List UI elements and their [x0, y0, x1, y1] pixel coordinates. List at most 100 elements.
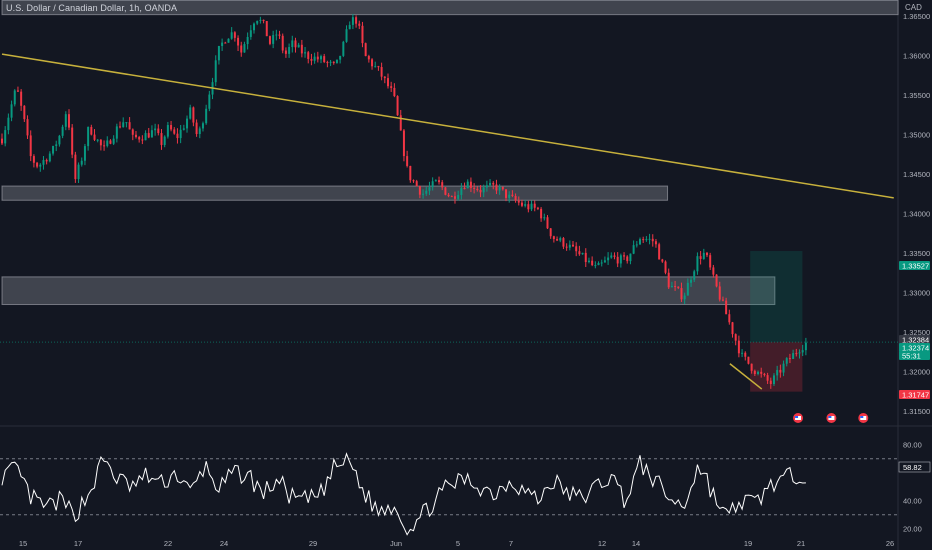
candle-body	[505, 189, 508, 198]
candle-body	[575, 246, 578, 252]
candle-body	[288, 47, 291, 54]
candle-body	[71, 127, 74, 155]
candle-body	[323, 56, 326, 63]
candle-body	[680, 288, 683, 300]
candle-body	[737, 340, 740, 354]
candle-body	[709, 255, 712, 268]
candle-body	[393, 87, 396, 97]
candle-body	[284, 50, 287, 54]
candle-body	[629, 253, 632, 262]
candle-body	[179, 129, 182, 139]
candle-body	[173, 129, 176, 134]
candle-body	[635, 244, 638, 246]
candle-body	[342, 41, 345, 56]
candle-body	[36, 162, 39, 167]
time-axis-tick: 17	[74, 539, 82, 548]
rsi-value-text: 58.82	[903, 463, 922, 472]
candle-body	[380, 67, 383, 77]
price-axis-tick: 1.34500	[903, 170, 930, 179]
candle-body	[648, 238, 651, 240]
candle-body	[705, 252, 708, 256]
candle-body	[674, 285, 677, 287]
candle-body	[693, 271, 696, 280]
candle-body	[20, 91, 23, 106]
candle-body	[450, 196, 453, 198]
candle-body	[533, 203, 536, 208]
candle-body	[772, 375, 775, 384]
candle-body	[514, 196, 517, 201]
candle-body	[227, 38, 230, 43]
candle-body	[29, 135, 32, 157]
candle-body	[594, 265, 597, 267]
candle-body	[760, 371, 763, 374]
candle-body	[275, 34, 278, 36]
candle-body	[201, 123, 204, 129]
price-label-badge	[899, 335, 930, 344]
candle-body	[192, 107, 195, 123]
support-resistance-zone	[1, 276, 776, 306]
candle-body	[77, 164, 80, 180]
candle-body	[214, 60, 217, 83]
candle-body	[93, 134, 96, 140]
candle-body	[119, 126, 122, 128]
candle-body	[546, 217, 549, 229]
candle-body	[42, 160, 45, 165]
candle-body	[1, 138, 3, 144]
candle-body	[750, 363, 753, 371]
candle-body	[658, 244, 661, 260]
candle-body	[272, 35, 275, 44]
candle-body	[520, 202, 523, 206]
candle-body	[779, 369, 782, 373]
price-label-badge	[899, 343, 930, 352]
candle-body	[198, 128, 201, 135]
candle-body	[559, 238, 562, 241]
price-axis-tick: 1.31500	[903, 407, 930, 416]
candle-body	[367, 56, 370, 60]
position-target-area	[750, 251, 803, 343]
candle-body	[524, 204, 527, 206]
candle-body	[543, 217, 546, 219]
candle-body	[402, 130, 405, 157]
price-label-badge	[899, 351, 930, 360]
candle-body	[664, 261, 667, 273]
candle-body	[58, 135, 61, 145]
currency-label: CAD	[905, 3, 922, 12]
candle-body	[345, 29, 348, 42]
rsi-value-badge	[898, 461, 931, 473]
candle-body	[508, 194, 511, 198]
candle-body	[147, 133, 150, 138]
symbol-title: U.S. Dollar / Canadian Dollar, 1h, OANDA	[6, 3, 178, 13]
candle-body	[444, 187, 447, 195]
candle-body	[776, 369, 779, 376]
candle-body	[406, 156, 409, 166]
support-resistance-zone	[1, 185, 669, 201]
time-axis-tick: 24	[220, 539, 228, 548]
candle-body	[702, 252, 705, 259]
candle-body	[39, 164, 42, 167]
candle-body	[626, 256, 629, 262]
candle-body	[639, 239, 641, 245]
candle-body	[170, 125, 173, 130]
time-axis-tick: 29	[309, 539, 317, 548]
candle-body	[623, 255, 626, 257]
candle-body	[304, 52, 307, 54]
candle-body	[361, 25, 364, 44]
candle-body	[300, 44, 303, 54]
price-label-badge	[899, 261, 930, 270]
candle-body	[540, 208, 543, 219]
candle-body	[677, 286, 680, 289]
candle-body	[186, 118, 189, 129]
candle-body	[256, 20, 259, 24]
candle-body	[721, 299, 724, 301]
candle-body	[64, 114, 67, 127]
candle-body	[686, 282, 689, 296]
candle-body	[141, 139, 144, 141]
candle-body	[792, 353, 795, 359]
price-axis-tick: 1.34000	[903, 210, 930, 219]
candle-body	[801, 350, 804, 353]
candle-body	[313, 56, 316, 61]
candle-body	[517, 200, 520, 203]
candle-body	[74, 154, 77, 180]
